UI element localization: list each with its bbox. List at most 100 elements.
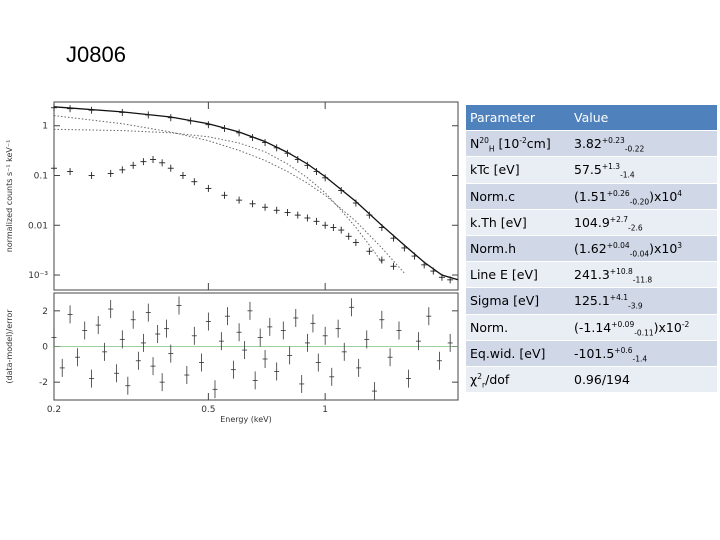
residual-point xyxy=(102,342,108,361)
param-base: kTc [eV] xyxy=(470,162,520,178)
data-point xyxy=(411,252,418,260)
table-row: Norm. (-1.14+0.09-0.11)x10-2 xyxy=(466,314,717,341)
data-point xyxy=(119,108,126,116)
residual-point xyxy=(89,369,95,388)
residual-point xyxy=(176,296,182,315)
data-point xyxy=(249,134,256,142)
residual-point xyxy=(406,369,412,388)
residual-point xyxy=(51,328,57,347)
residual-point xyxy=(304,333,310,352)
table-row: N20H [10-2cm] 3.82+0.23-0.22 xyxy=(466,130,717,158)
data-point xyxy=(284,149,291,157)
value-sup2: 4 xyxy=(677,188,683,198)
value-base: (-1.14 xyxy=(574,319,612,335)
slide-title: J0806 xyxy=(66,42,126,67)
data-point xyxy=(273,144,280,152)
residual-point xyxy=(287,346,293,365)
value-base: 241.3 xyxy=(574,267,610,283)
value-base: 3.82 xyxy=(574,136,602,152)
residual-point xyxy=(168,344,174,363)
residual-point xyxy=(212,380,218,399)
residual-point xyxy=(315,353,321,372)
value-cell: -101.5+0.6-1.4 xyxy=(570,340,717,367)
value-sup: +1.3 xyxy=(601,162,621,172)
table-row: kTc [eV] 57.5+1.3-1.4 xyxy=(466,156,717,184)
value-cell: 104.9+2.7-2.6 xyxy=(570,209,717,236)
table-row: Norm.h (1.62+0.04-0.04)x103 xyxy=(466,235,717,263)
residual-point xyxy=(145,303,151,322)
param-cell: kTc [eV] xyxy=(466,156,570,184)
param-sup2: -2 xyxy=(519,136,527,146)
residual-point xyxy=(218,332,224,351)
residual-point xyxy=(379,310,385,329)
residual-point xyxy=(349,298,355,317)
value-sub: -0.20 xyxy=(629,197,650,207)
data-point-lower xyxy=(140,158,147,166)
x-axis-label: Energy (keV) xyxy=(220,415,272,424)
data-point-lower xyxy=(352,239,359,247)
residual-point xyxy=(274,362,280,381)
residual-point xyxy=(415,332,421,351)
data-point-lower xyxy=(179,172,186,180)
residual-point xyxy=(247,301,253,320)
y-tick-label: 0.1 xyxy=(34,172,48,182)
value-sup: +2.7 xyxy=(609,214,629,224)
data-point-lower xyxy=(304,214,311,222)
data-point xyxy=(430,267,437,275)
model-component-1 xyxy=(53,115,405,274)
residual-point xyxy=(426,307,432,326)
data-point-lower xyxy=(366,247,373,255)
residual-point xyxy=(447,333,453,352)
param-base: N xyxy=(470,136,480,152)
residual-point xyxy=(230,360,236,379)
data-point xyxy=(447,276,454,284)
data-point xyxy=(205,121,212,129)
residual-point xyxy=(267,317,273,336)
residual-point xyxy=(164,319,170,338)
data-point xyxy=(304,161,311,169)
data-point xyxy=(262,139,269,147)
data-point xyxy=(366,211,373,219)
data-point-lower xyxy=(249,200,256,208)
data-point-lower xyxy=(130,161,137,169)
residual-point xyxy=(159,373,165,392)
param-base: Sigma [eV] xyxy=(470,293,540,309)
model-component-2 xyxy=(53,128,383,263)
table-row: k.Th [eV] 104.9+2.7-2.6 xyxy=(466,209,717,236)
data-point-lower xyxy=(88,172,95,180)
param-base: Norm.h xyxy=(470,241,516,257)
param-base: Line E [eV] xyxy=(470,267,538,283)
param-cell: Norm.h xyxy=(466,235,570,263)
residual-point xyxy=(198,353,204,372)
param-base: Norm.c xyxy=(470,188,515,204)
table-row: Norm.c (1.51+0.26-0.20)x104 xyxy=(466,183,717,210)
data-point-lower xyxy=(107,169,114,177)
data-point xyxy=(236,129,243,137)
residual-point xyxy=(125,376,131,395)
y-tick-label: 10⁻³ xyxy=(28,271,48,281)
data-point-lower xyxy=(273,206,280,214)
data-point-lower xyxy=(330,224,337,232)
value-cell: (1.51+0.26-0.20)x104 xyxy=(570,183,717,210)
data-point-lower xyxy=(167,164,174,172)
value-sub: -0.04 xyxy=(629,249,650,259)
value-sup: +0.26 xyxy=(606,188,630,198)
param-sup: 20 xyxy=(479,136,489,146)
data-point-lower xyxy=(67,168,74,176)
residual-point xyxy=(75,348,81,367)
data-point-lower xyxy=(221,191,228,199)
value-sub: -1.4 xyxy=(632,354,648,364)
param-sub: H xyxy=(488,144,495,154)
value-base: (1.51 xyxy=(574,188,607,204)
residual-point xyxy=(67,305,73,324)
param-cell: N20H [10-2cm] xyxy=(466,130,570,158)
data-point-lower xyxy=(322,221,329,229)
param-cell: Eq.wid. [eV] xyxy=(466,340,570,367)
data-point xyxy=(401,244,408,252)
value-base: 0.96/194 xyxy=(574,371,630,387)
spectrum-figure: 1 0.1 0.01 10⁻³ 2 0 -2 0.2 0.5 1 Energy (keV) norma… xyxy=(0,96,462,428)
residual-point xyxy=(257,328,263,347)
param-cell: Norm. xyxy=(466,314,570,341)
residual-point xyxy=(299,374,305,393)
param-text: [10 xyxy=(494,136,520,152)
